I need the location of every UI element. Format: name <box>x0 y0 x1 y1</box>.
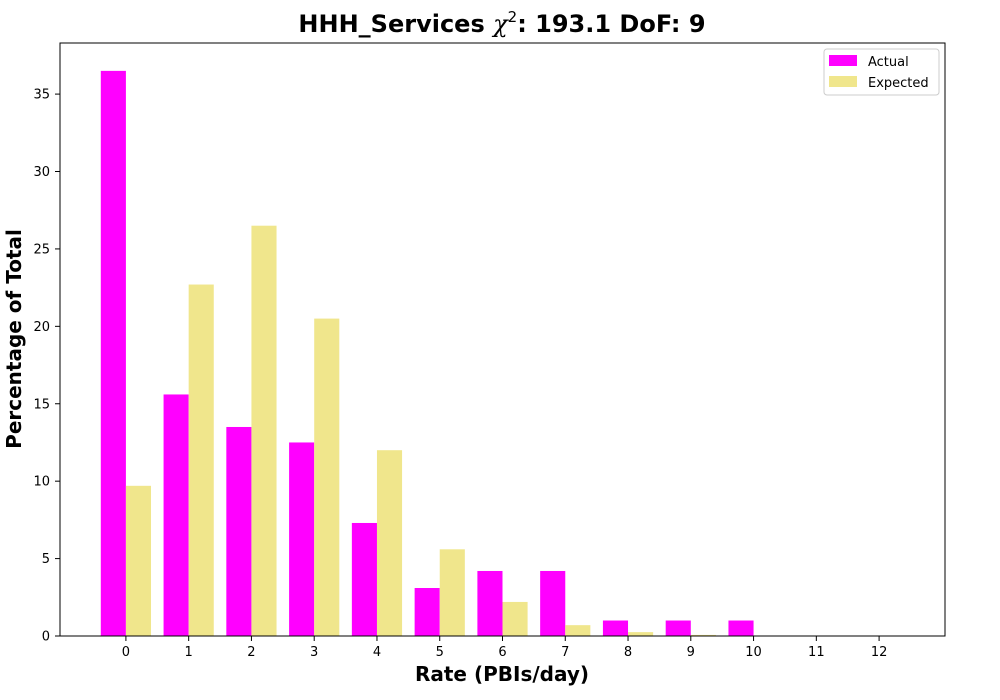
bar-expected-5 <box>439 549 465 636</box>
bar-expected-3 <box>314 318 340 636</box>
y-tick-label: 0 <box>42 630 50 645</box>
x-tick-label: 5 <box>436 645 444 660</box>
bar-expected-0 <box>125 485 152 636</box>
legend-label-actual: Actual <box>868 55 909 70</box>
legend: Actual Expected <box>823 48 940 96</box>
x-tick-label: 3 <box>310 645 318 660</box>
x-tick-label: 12 <box>871 645 888 660</box>
bar-actual-6 <box>477 570 503 636</box>
bar-expected-1 <box>188 284 214 636</box>
x-axis-label: Rate (PBIs/day) <box>415 662 589 686</box>
bars-group <box>100 70 779 637</box>
chart-title-exponent: 2 <box>508 8 518 26</box>
bar-actual-5 <box>414 588 440 636</box>
legend-label-expected: Expected <box>868 76 929 91</box>
y-tick-label: 10 <box>33 475 50 490</box>
bar-actual-1 <box>163 394 189 636</box>
x-tick-label: 9 <box>687 645 695 660</box>
x-tick-label: 0 <box>122 645 130 660</box>
bar-expected-8 <box>628 632 654 636</box>
chart-title: HHH_Services χ2: 193.1 DoF: 9 <box>298 8 705 38</box>
x-tick-label: 1 <box>185 645 193 660</box>
y-tick-label: 30 <box>33 165 50 180</box>
y-tick-label: 35 <box>33 88 50 103</box>
bar-actual-3 <box>289 442 315 636</box>
bar-actual-8 <box>602 620 629 636</box>
bar-expected-7 <box>565 625 591 636</box>
bar-actual-9 <box>665 620 691 636</box>
y-tick-label: 5 <box>42 552 50 567</box>
x-tick-label: 2 <box>247 645 255 660</box>
y-tick-label: 25 <box>33 242 50 257</box>
x-tick-label: 11 <box>808 645 825 660</box>
chart-title-main: HHH_Services <box>298 10 484 38</box>
legend-swatch-actual <box>829 55 857 66</box>
chart-title-stats: : 193.1 DoF: 9 <box>517 10 705 38</box>
bar-expected-9 <box>690 634 716 636</box>
y-tick-label: 15 <box>33 397 50 412</box>
x-tick-label: 7 <box>561 645 569 660</box>
x-tick-label: 4 <box>373 645 381 660</box>
bar-expected-6 <box>502 601 528 636</box>
legend-swatch-expected <box>829 76 857 87</box>
x-tick-label: 8 <box>624 645 632 660</box>
bar-actual-2 <box>226 426 252 636</box>
bar-actual-7 <box>540 570 566 636</box>
bar-actual-10 <box>728 620 754 636</box>
x-tick-label: 10 <box>745 645 762 660</box>
y-tick-label: 20 <box>33 320 50 335</box>
bar-expected-2 <box>251 225 277 636</box>
x-tick-label: 6 <box>498 645 506 660</box>
bar-actual-4 <box>351 522 377 636</box>
chart-title-chi-symbol: χ <box>491 10 509 38</box>
bar-actual-0 <box>100 70 126 637</box>
y-axis-label: Percentage of Total <box>2 229 26 449</box>
bar-expected-4 <box>376 450 403 636</box>
